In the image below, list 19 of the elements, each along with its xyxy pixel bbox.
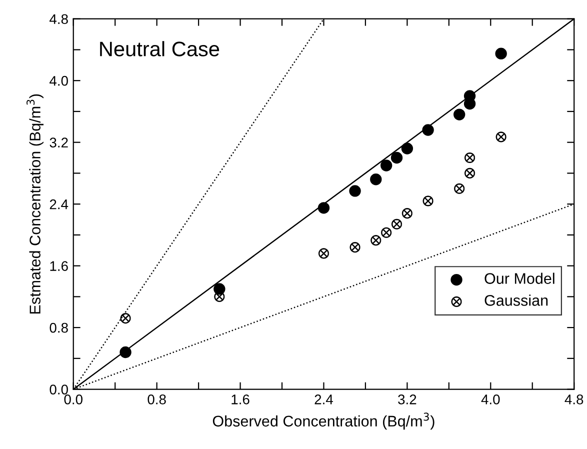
- y-tick-label: 4.8: [50, 14, 68, 24]
- legend-label: Our Model: [484, 272, 554, 284]
- y-tick-label: 2.4: [50, 199, 68, 210]
- y-tick-label: 0.0: [50, 384, 68, 394]
- legend-label: Gaussian: [484, 294, 548, 306]
- x-tick-label: 0.8: [148, 394, 166, 404]
- x-tick-label: 4.0: [481, 394, 500, 404]
- x-tick-label: 3.2: [398, 394, 416, 404]
- y-tick-label: 4.0: [50, 76, 68, 86]
- y-tick-label: 3.2: [50, 138, 68, 148]
- annotation: Neutral Case: [100, 41, 220, 56]
- x-tick-label: 1.6: [232, 394, 250, 404]
- x-tick-label: 4.8: [564, 394, 584, 404]
- y-axis-title: Estmated Concentration (Bq/m$^{3}$): [26, 94, 44, 314]
- y-tick-label: 1.6: [50, 261, 68, 271]
- x-axis-title: Observed Concentration (Bq/m$^{3}$): [212, 412, 434, 430]
- x-tick-label: 0.0: [64, 394, 82, 404]
- y-tick-label: 0.8: [50, 322, 68, 333]
- x-tick-label: 2.4: [314, 394, 333, 404]
